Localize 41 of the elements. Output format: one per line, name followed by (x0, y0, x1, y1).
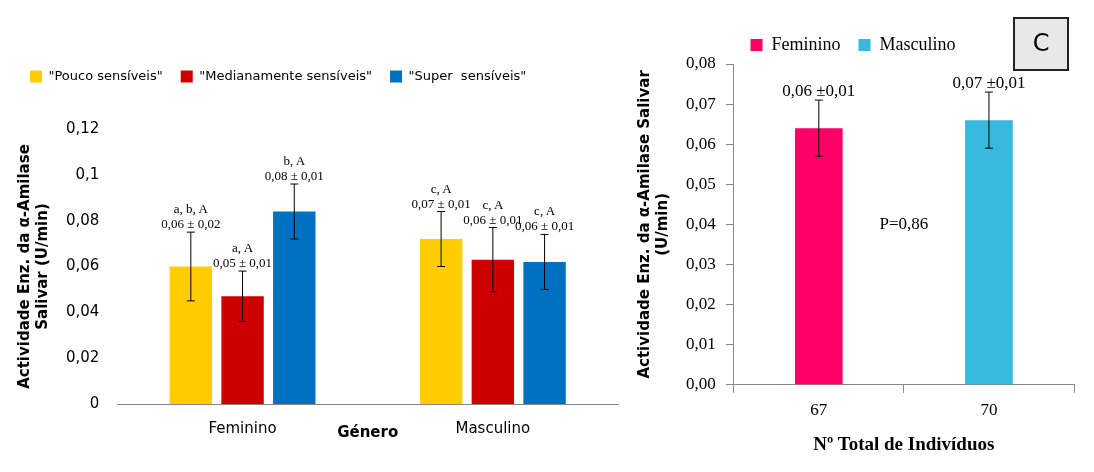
bar (169, 266, 213, 404)
legend-label: Masculino (879, 33, 956, 54)
legend-label: "Super sensíveis" (408, 67, 527, 83)
y-tick-label: 0,06 (686, 133, 716, 153)
y-tick-label: 0,00 (686, 374, 716, 394)
y-tick-label: 0,06 (65, 256, 100, 275)
x-tick-label: 70 (980, 400, 998, 420)
bar (523, 261, 566, 404)
y-tick-label: 0,08 (65, 210, 100, 229)
data-label: a, A 0,05 ± 0,01 (212, 240, 273, 271)
x-axis-title: Género (337, 423, 399, 442)
data-label: 0,07 ±0,01 (952, 73, 1026, 93)
legend-label: "Pouco sensíveis" (48, 67, 163, 83)
y-tick-label: 0,05 (686, 173, 716, 193)
y-axis-title: Actividade Enz. da α-Amilase Salivar (U/min) (634, 69, 671, 379)
y-tick-label: 0,03 (686, 253, 716, 273)
x-tick-label: 67 (810, 400, 828, 420)
y-tick-label: 0,08 (686, 53, 716, 73)
legend-label: "Medianamente sensíveis" (199, 67, 373, 83)
y-tick-label: 0,04 (65, 302, 100, 321)
y-axis-title: Actividade Enz. da α-Amilase Salivar (U/min) (14, 144, 51, 389)
y-tick-label: 0,12 (65, 118, 100, 137)
bar (419, 239, 463, 404)
data-label: 0,06 ±0,01 (782, 81, 856, 101)
data-label: b, A 0,08 ± 0,01 (264, 153, 324, 183)
data-label: a, b, A 0,06 ± 0,02 (161, 201, 221, 232)
y-tick-label: 0,04 (686, 213, 717, 233)
chart-title: C (1032, 29, 1050, 58)
y-tick-label: 0,1 (75, 164, 100, 183)
y-tick-label: 0,07 (686, 93, 717, 113)
y-tick-label: 0,02 (686, 294, 716, 314)
legend-label: Feminino (771, 33, 841, 54)
y-tick-label: 0,02 (65, 348, 100, 367)
bar (221, 296, 264, 404)
bar (471, 259, 515, 404)
y-tick-label: 0 (89, 393, 100, 412)
bar (273, 211, 316, 404)
annotation: P=0,86 (879, 213, 929, 233)
data-label: c, A 0,07 ± 0,01 (411, 180, 471, 211)
y-tick-label: 0,01 (686, 334, 716, 354)
x-axis-title: Nº Total de Indivíduos (813, 432, 995, 454)
